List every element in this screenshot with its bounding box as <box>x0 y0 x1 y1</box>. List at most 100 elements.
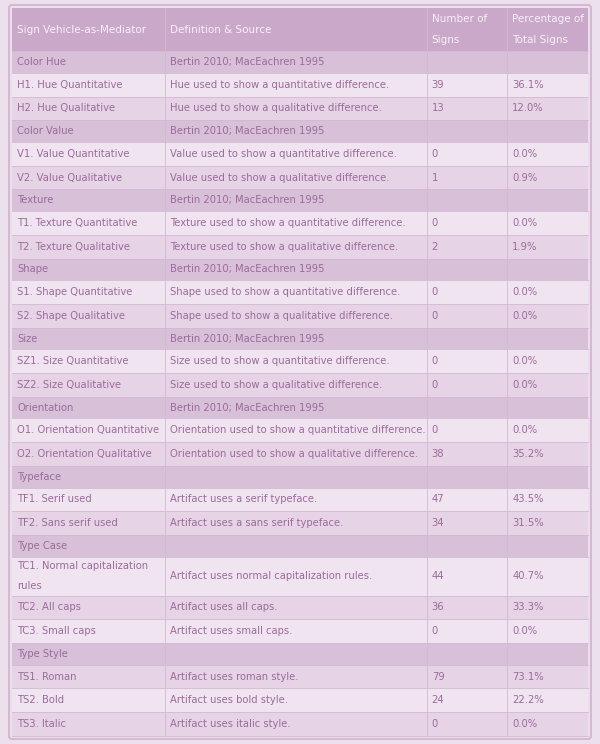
Bar <box>12 51 164 73</box>
Bar <box>164 211 427 235</box>
Text: 0.0%: 0.0% <box>512 218 538 228</box>
Bar <box>12 442 164 466</box>
Bar <box>12 487 164 511</box>
Text: TS1. Roman: TS1. Roman <box>17 672 77 682</box>
Text: SZ1. Size Quantitative: SZ1. Size Quantitative <box>17 356 128 366</box>
Text: V2. Value Qualitative: V2. Value Qualitative <box>17 173 122 182</box>
Bar <box>164 664 427 688</box>
Bar <box>164 259 427 280</box>
Bar <box>427 466 508 487</box>
Bar <box>164 190 427 211</box>
Bar <box>12 190 164 211</box>
Text: 0: 0 <box>432 218 438 228</box>
Bar <box>508 643 588 664</box>
Bar <box>164 442 427 466</box>
Bar <box>508 327 588 350</box>
Text: 39: 39 <box>432 80 445 90</box>
Bar <box>427 304 508 327</box>
Bar <box>427 280 508 304</box>
Bar <box>427 97 508 121</box>
Text: TS3. Italic: TS3. Italic <box>17 719 66 729</box>
Text: Bertin 2010; MacEachren 1995: Bertin 2010; MacEachren 1995 <box>170 264 324 275</box>
Bar <box>164 121 427 142</box>
Text: Percentage of: Percentage of <box>512 14 584 24</box>
Bar <box>12 557 164 596</box>
Text: 36: 36 <box>432 603 445 612</box>
Bar <box>508 235 588 259</box>
Bar <box>427 487 508 511</box>
Bar <box>164 51 427 73</box>
Bar <box>508 166 588 190</box>
Bar <box>427 418 508 442</box>
Text: Texture used to show a quantitative difference.: Texture used to show a quantitative diff… <box>170 218 405 228</box>
Text: 31.5%: 31.5% <box>512 519 544 528</box>
Bar <box>508 688 588 712</box>
Bar <box>12 142 164 166</box>
Bar <box>12 327 164 350</box>
Bar <box>508 350 588 373</box>
Text: 0.0%: 0.0% <box>512 149 538 158</box>
Bar <box>508 8 588 51</box>
Text: Bertin 2010; MacEachren 1995: Bertin 2010; MacEachren 1995 <box>170 333 324 344</box>
Text: Artifact uses a sans serif typeface.: Artifact uses a sans serif typeface. <box>170 519 343 528</box>
Bar <box>427 619 508 643</box>
Bar <box>508 557 588 596</box>
Bar <box>508 280 588 304</box>
Bar <box>12 535 164 557</box>
Text: Hue used to show a qualitative difference.: Hue used to show a qualitative differenc… <box>170 103 382 113</box>
Text: O1. Orientation Quantitative: O1. Orientation Quantitative <box>17 426 159 435</box>
Text: Color Value: Color Value <box>17 126 74 136</box>
Text: SZ2. Size Qualitative: SZ2. Size Qualitative <box>17 380 121 390</box>
Text: 33.3%: 33.3% <box>512 603 544 612</box>
Bar <box>427 664 508 688</box>
Text: V1. Value Quantitative: V1. Value Quantitative <box>17 149 130 158</box>
Bar <box>508 304 588 327</box>
Text: 79: 79 <box>432 672 445 682</box>
Bar <box>427 350 508 373</box>
Text: Artifact uses small caps.: Artifact uses small caps. <box>170 626 292 636</box>
Bar <box>164 142 427 166</box>
Bar <box>164 235 427 259</box>
Text: 0: 0 <box>432 380 438 390</box>
Text: 0.0%: 0.0% <box>512 356 538 366</box>
Bar <box>508 466 588 487</box>
Text: Orientation: Orientation <box>17 403 73 413</box>
Bar <box>12 643 164 664</box>
Text: Color Hue: Color Hue <box>17 57 66 67</box>
Bar <box>427 166 508 190</box>
Bar <box>164 596 427 619</box>
Text: 34: 34 <box>432 519 444 528</box>
Text: Sign Vehicle-as-Mediator: Sign Vehicle-as-Mediator <box>17 25 146 35</box>
Bar <box>164 304 427 327</box>
Bar <box>12 259 164 280</box>
Text: 0: 0 <box>432 287 438 297</box>
Bar <box>164 418 427 442</box>
Text: 24: 24 <box>432 696 445 705</box>
Bar <box>427 535 508 557</box>
Text: Artifact uses italic style.: Artifact uses italic style. <box>170 719 290 729</box>
Bar <box>508 51 588 73</box>
Bar <box>164 397 427 418</box>
Text: Bertin 2010; MacEachren 1995: Bertin 2010; MacEachren 1995 <box>170 57 324 67</box>
Bar <box>164 466 427 487</box>
Bar <box>12 73 164 97</box>
Text: Shape: Shape <box>17 264 48 275</box>
Bar <box>12 373 164 397</box>
Text: 13: 13 <box>432 103 445 113</box>
Text: Orientation used to show a qualitative difference.: Orientation used to show a qualitative d… <box>170 449 418 459</box>
Bar <box>508 97 588 121</box>
Text: rules: rules <box>17 581 42 591</box>
Text: 0.9%: 0.9% <box>512 173 538 182</box>
Bar <box>508 487 588 511</box>
Bar <box>508 712 588 736</box>
Text: Type Style: Type Style <box>17 649 68 659</box>
Bar <box>508 442 588 466</box>
Text: 47: 47 <box>432 495 445 504</box>
Text: Value used to show a qualitative difference.: Value used to show a qualitative differe… <box>170 173 389 182</box>
Text: Bertin 2010; MacEachren 1995: Bertin 2010; MacEachren 1995 <box>170 195 324 205</box>
Text: 43.5%: 43.5% <box>512 495 544 504</box>
Bar <box>164 373 427 397</box>
Text: Shape used to show a quantitative difference.: Shape used to show a quantitative differ… <box>170 287 400 297</box>
Bar <box>12 619 164 643</box>
Bar <box>508 619 588 643</box>
